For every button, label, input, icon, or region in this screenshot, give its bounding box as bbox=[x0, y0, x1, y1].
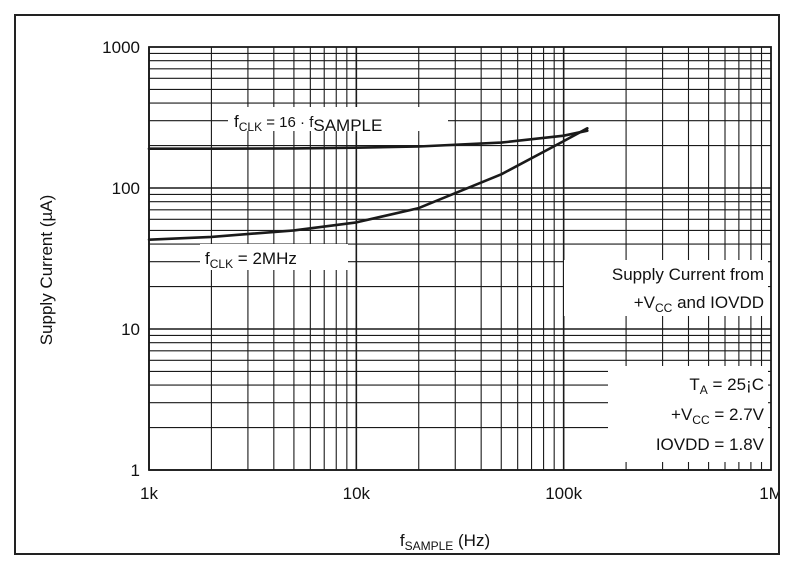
y-tick-label: 10 bbox=[121, 320, 140, 339]
y-axis-title: Supply Current (µA) bbox=[37, 195, 56, 346]
x-tick-label: 10k bbox=[343, 484, 371, 503]
x-tick-label: 1M bbox=[759, 484, 778, 503]
x-tick-label: 1k bbox=[140, 484, 158, 503]
x-axis-title: fSAMPLE (Hz) bbox=[400, 531, 490, 553]
y-tick-label: 100 bbox=[112, 179, 140, 198]
condition-vcc: +VCC = 2.7V bbox=[671, 405, 765, 427]
condition-iovdd: IOVDD = 1.8V bbox=[656, 435, 765, 454]
y-tick-label: 1 bbox=[131, 461, 140, 480]
x-tick-label: 100k bbox=[545, 484, 582, 503]
chart-svg: fCLK = 16 · fSAMPLE fCLK = 2MHz Supply C… bbox=[16, 16, 778, 553]
supply-note-line2: +VCC and IOVDD bbox=[634, 293, 764, 315]
chart-frame: fCLK = 16 · fSAMPLE fCLK = 2MHz Supply C… bbox=[14, 14, 780, 555]
y-tick-label: 1000 bbox=[102, 38, 140, 57]
supply-note-line1: Supply Current from bbox=[612, 265, 764, 284]
